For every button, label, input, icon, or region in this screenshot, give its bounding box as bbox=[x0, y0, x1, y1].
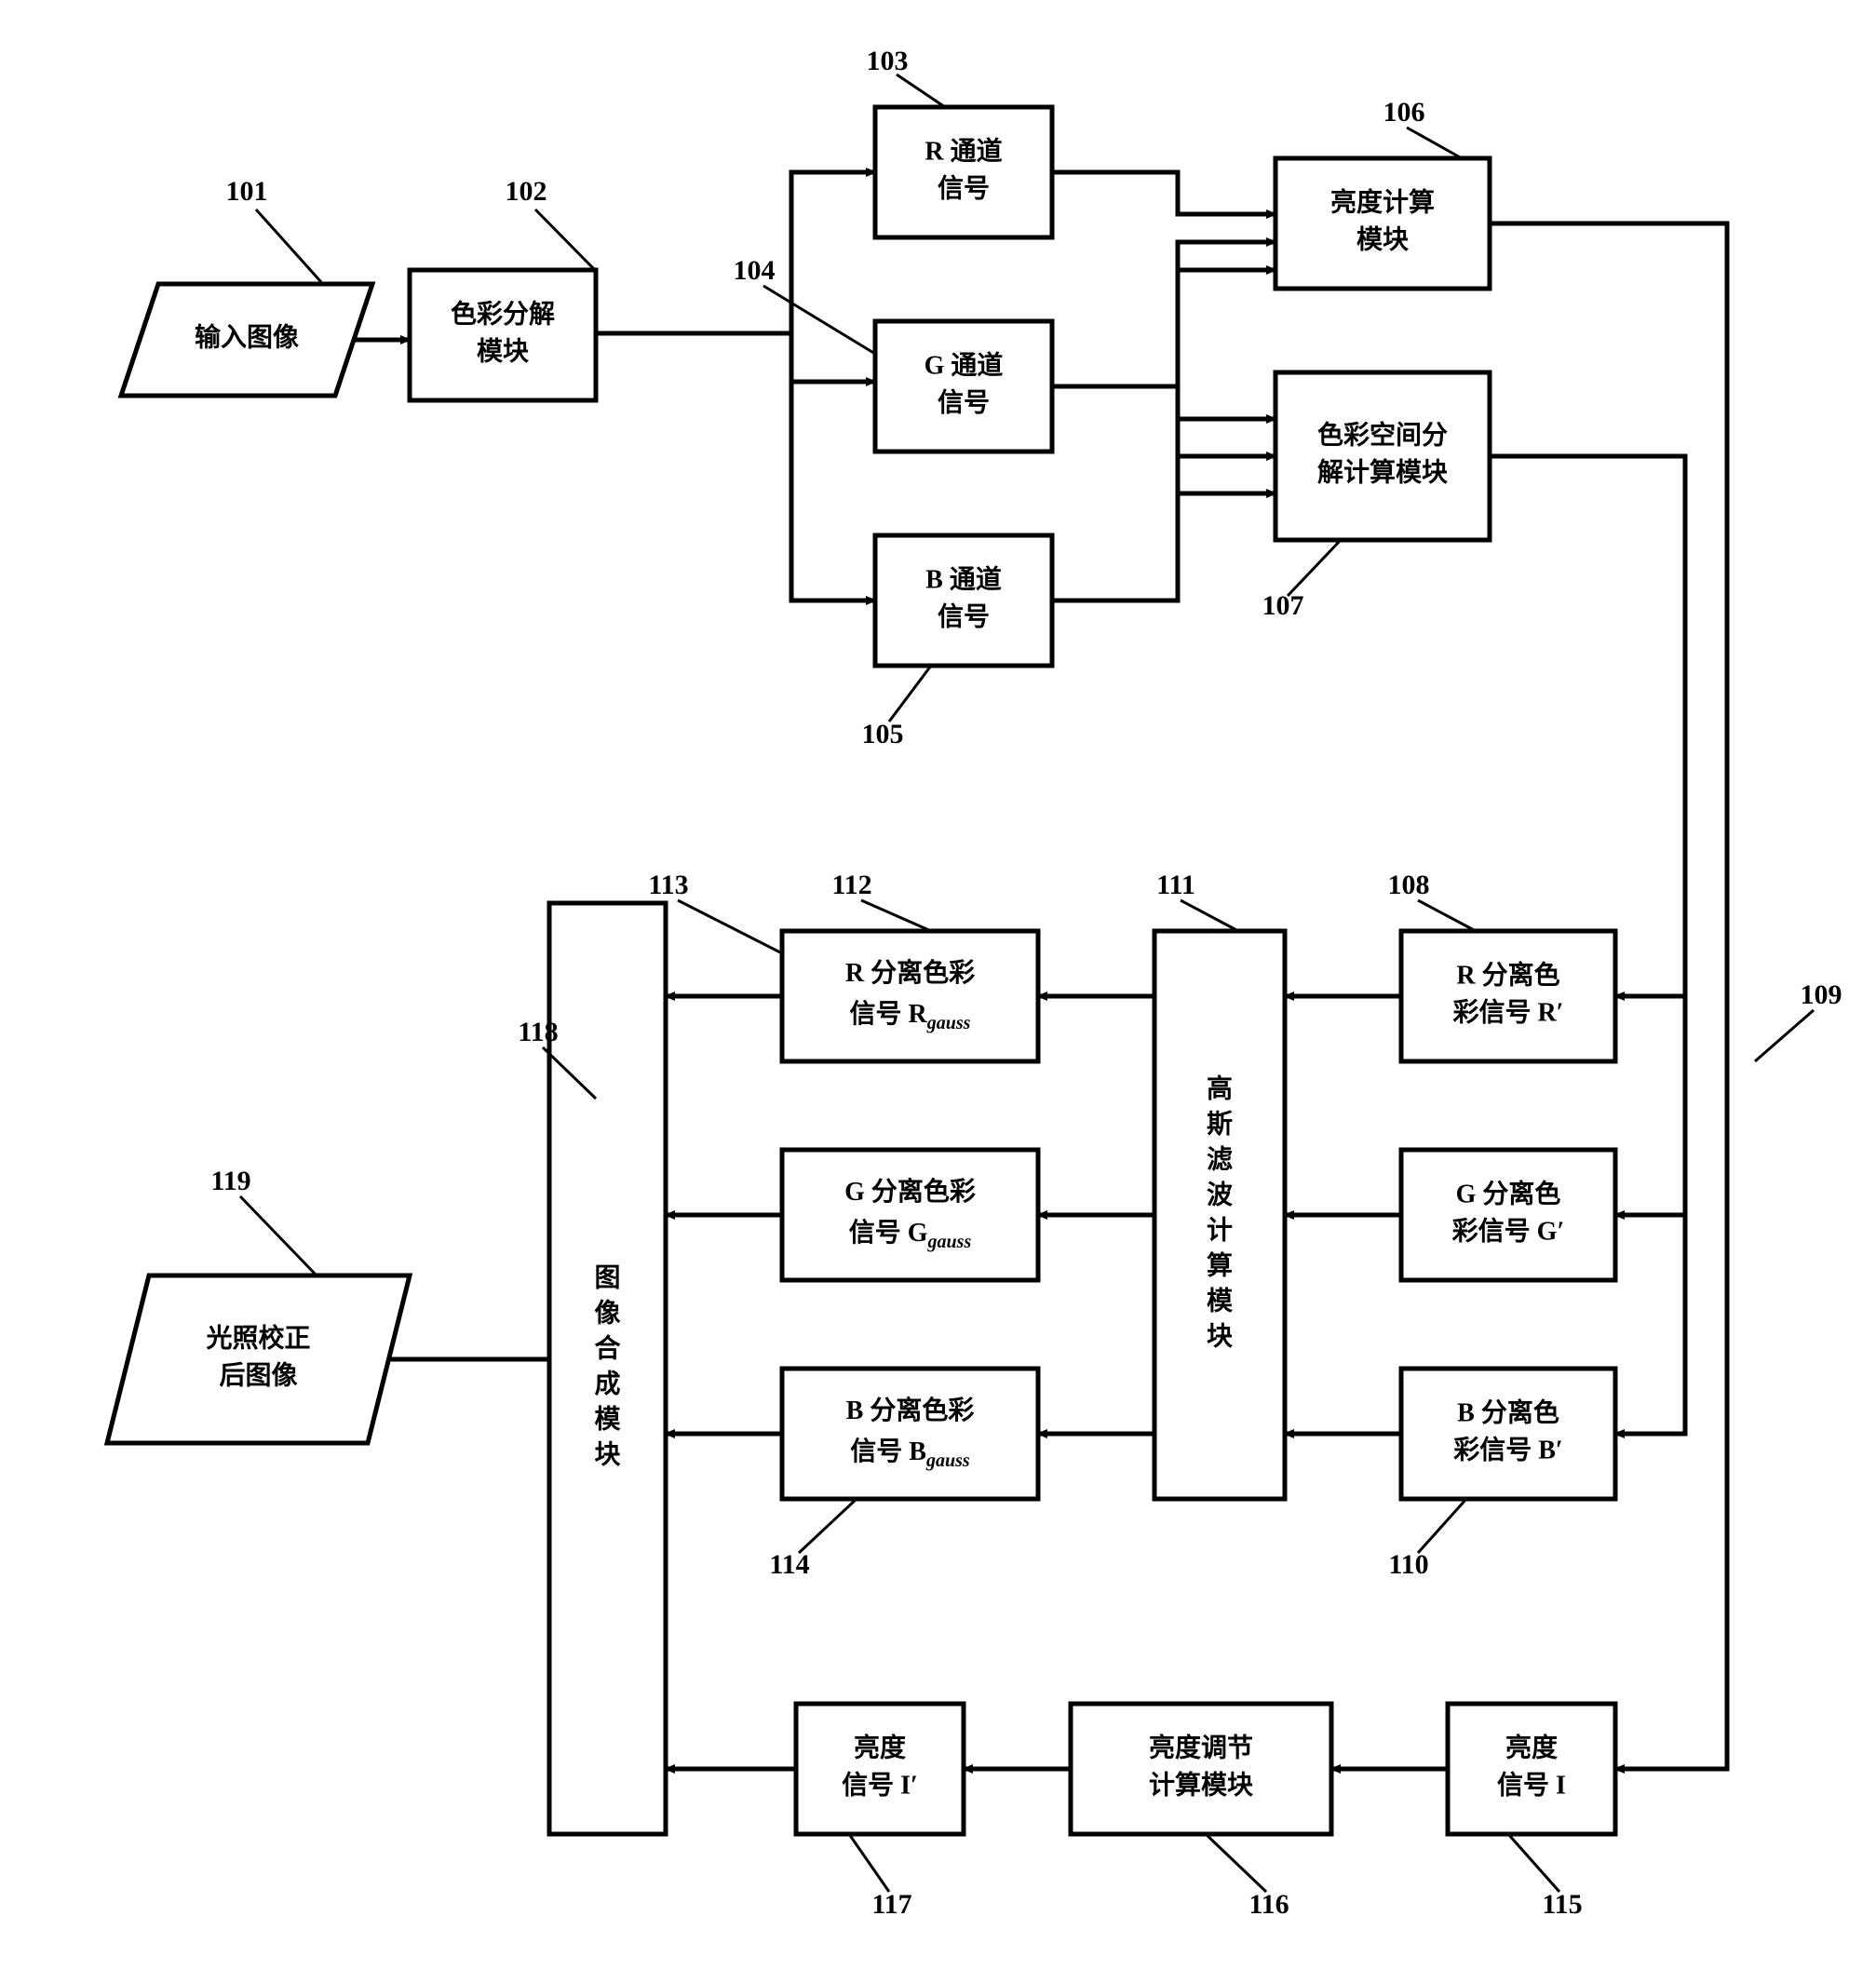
n107: 色彩空间分解计算模块 bbox=[1275, 372, 1490, 540]
l111: 111 bbox=[1156, 870, 1195, 900]
n117: 亮度信号 I′ bbox=[796, 1704, 964, 1834]
svg-text:彩信号 R′: 彩信号 R′ bbox=[1452, 997, 1563, 1027]
svg-text:R 通道: R 通道 bbox=[925, 135, 1002, 166]
svg-text:G 分离色: G 分离色 bbox=[1456, 1178, 1561, 1208]
n118: 图像合成模块 bbox=[549, 903, 666, 1834]
svg-text:计算模块: 计算模块 bbox=[1149, 1769, 1253, 1800]
svg-text:模块: 模块 bbox=[477, 336, 529, 366]
l106: 106 bbox=[1383, 97, 1425, 128]
l102: 102 bbox=[506, 176, 547, 207]
l107: 107 bbox=[1262, 590, 1304, 621]
l118: 118 bbox=[518, 1017, 558, 1047]
svg-text:亮度: 亮度 bbox=[1505, 1732, 1558, 1762]
l119: 119 bbox=[210, 1166, 250, 1196]
l110: 110 bbox=[1388, 1549, 1428, 1580]
n102: 色彩分解模块 bbox=[410, 270, 596, 400]
n109: G 分离色彩信号 G′ bbox=[1401, 1150, 1615, 1280]
svg-text:R 分离色: R 分离色 bbox=[1456, 959, 1559, 990]
l101: 101 bbox=[226, 176, 268, 207]
l104: 104 bbox=[734, 255, 776, 286]
svg-text:R 分离色彩: R 分离色彩 bbox=[845, 957, 975, 988]
svg-text:算: 算 bbox=[1207, 1249, 1233, 1280]
l103: 103 bbox=[867, 46, 909, 76]
n104: G 通道信号 bbox=[875, 321, 1052, 452]
l105: 105 bbox=[862, 719, 904, 749]
n116: 亮度调节计算模块 bbox=[1071, 1704, 1331, 1834]
l115: 115 bbox=[1542, 1889, 1582, 1920]
svg-text:成: 成 bbox=[594, 1369, 620, 1398]
svg-text:彩信号 G′: 彩信号 G′ bbox=[1452, 1216, 1565, 1246]
svg-text:高: 高 bbox=[1207, 1073, 1233, 1103]
svg-text:信号 I′: 信号 I′ bbox=[842, 1770, 918, 1800]
n105: B 通道信号 bbox=[875, 535, 1052, 666]
svg-text:合: 合 bbox=[594, 1332, 621, 1363]
n115: 亮度信号 I bbox=[1448, 1704, 1615, 1834]
svg-text:亮度: 亮度 bbox=[854, 1732, 906, 1762]
n106: 亮度计算模块 bbox=[1275, 158, 1490, 289]
svg-text:彩信号 B′: 彩信号 B′ bbox=[1453, 1435, 1563, 1464]
l116: 116 bbox=[1248, 1889, 1289, 1920]
svg-text:G 分离色彩: G 分离色彩 bbox=[844, 1176, 976, 1207]
svg-text:色彩分解: 色彩分解 bbox=[451, 298, 555, 329]
flowchart-diagram: 输入图像色彩分解模块R 通道信号G 通道信号B 通道信号亮度计算模块色彩空间分解… bbox=[0, 0, 1876, 1970]
l108: 108 bbox=[1388, 870, 1430, 900]
svg-text:亮度计算: 亮度计算 bbox=[1330, 186, 1435, 217]
l112: 112 bbox=[831, 870, 871, 900]
svg-text:输入图像: 输入图像 bbox=[195, 321, 300, 352]
svg-text:解计算模块: 解计算模块 bbox=[1317, 456, 1448, 487]
svg-text:色彩空间分: 色彩空间分 bbox=[1317, 419, 1448, 450]
svg-text:块: 块 bbox=[1207, 1321, 1233, 1351]
svg-text:信号: 信号 bbox=[938, 387, 990, 417]
svg-text:模: 模 bbox=[1207, 1286, 1234, 1316]
svg-text:滤: 滤 bbox=[1207, 1144, 1233, 1174]
svg-text:信号: 信号 bbox=[938, 601, 990, 631]
svg-text:B 通道: B 通道 bbox=[925, 563, 1002, 594]
n114: B 分离色彩信号 Bgauss bbox=[782, 1369, 1038, 1499]
n119: 光照校正后图像 bbox=[107, 1275, 410, 1443]
n110: B 分离色彩信号 B′ bbox=[1401, 1369, 1615, 1499]
n111: 高斯滤波计算模块 bbox=[1154, 931, 1285, 1499]
svg-text:亮度调节: 亮度调节 bbox=[1149, 1732, 1253, 1762]
svg-text:像: 像 bbox=[594, 1298, 621, 1328]
svg-text:信号 I: 信号 I bbox=[1497, 1770, 1566, 1800]
svg-text:图: 图 bbox=[594, 1263, 620, 1292]
n108: R 分离色彩信号 R′ bbox=[1401, 931, 1615, 1061]
l109: 109 bbox=[1801, 979, 1842, 1010]
l117: 117 bbox=[871, 1889, 911, 1920]
l113: 113 bbox=[648, 870, 688, 900]
svg-text:G 通道: G 通道 bbox=[925, 349, 1004, 380]
n103: R 通道信号 bbox=[875, 107, 1052, 237]
svg-text:模: 模 bbox=[594, 1404, 621, 1434]
svg-text:波: 波 bbox=[1207, 1180, 1234, 1209]
n112: R 分离色彩信号 Rgauss bbox=[782, 931, 1038, 1061]
svg-text:计: 计 bbox=[1207, 1215, 1233, 1245]
n113: G 分离色彩信号 Ggauss bbox=[782, 1150, 1038, 1280]
n101: 输入图像 bbox=[121, 284, 372, 396]
svg-text:模块: 模块 bbox=[1356, 224, 1409, 254]
svg-text:信号: 信号 bbox=[938, 173, 990, 203]
svg-text:B 分离色彩: B 分离色彩 bbox=[846, 1395, 975, 1425]
l114: 114 bbox=[769, 1549, 809, 1580]
svg-text:块: 块 bbox=[594, 1439, 620, 1469]
svg-text:后图像: 后图像 bbox=[219, 1360, 298, 1390]
svg-text:斯: 斯 bbox=[1207, 1109, 1233, 1139]
svg-text:B 分离色: B 分离色 bbox=[1457, 1397, 1559, 1427]
svg-text:光照校正: 光照校正 bbox=[205, 1322, 310, 1353]
